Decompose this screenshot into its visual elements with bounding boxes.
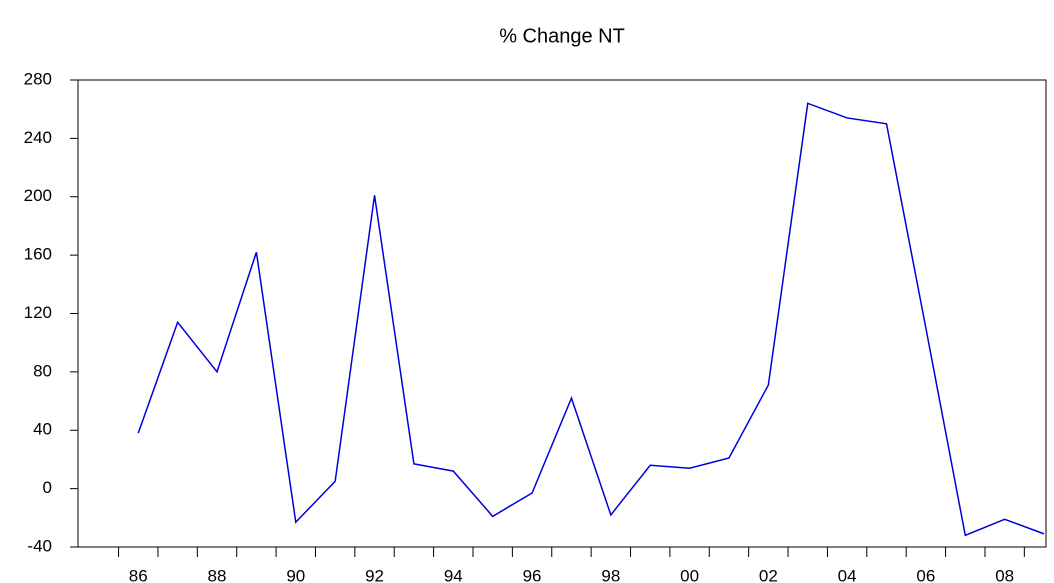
plot-frame: [77, 79, 1047, 548]
y-tick-label: -40: [27, 536, 52, 555]
y-tick-label: 40: [33, 420, 52, 439]
y-tick-label: 80: [33, 361, 52, 380]
x-tick-label: 98: [601, 566, 620, 583]
y-tick-label: 120: [24, 303, 52, 322]
y-tick-label: 160: [24, 245, 52, 264]
x-tick-label: 96: [523, 566, 542, 583]
x-tick-label: 06: [916, 566, 935, 583]
y-tick-label: 240: [24, 128, 52, 147]
line-series: [137, 102, 1045, 537]
y-tick-label: 280: [24, 69, 52, 88]
x-tick-label: 86: [129, 566, 148, 583]
x-tick-label: 90: [286, 566, 305, 583]
x-tick-label: 88: [208, 566, 227, 583]
x-tick-label: 04: [838, 566, 857, 583]
x-tick-label: 92: [365, 566, 384, 583]
x-tick-label: 94: [444, 566, 463, 583]
x-tick-label: 02: [759, 566, 778, 583]
y-tick-label: 0: [43, 478, 52, 497]
x-tick-label: 00: [680, 566, 699, 583]
chart-title: % Change NT: [499, 25, 625, 47]
x-tick-label: 08: [995, 566, 1014, 583]
y-tick-label: 200: [24, 186, 52, 205]
